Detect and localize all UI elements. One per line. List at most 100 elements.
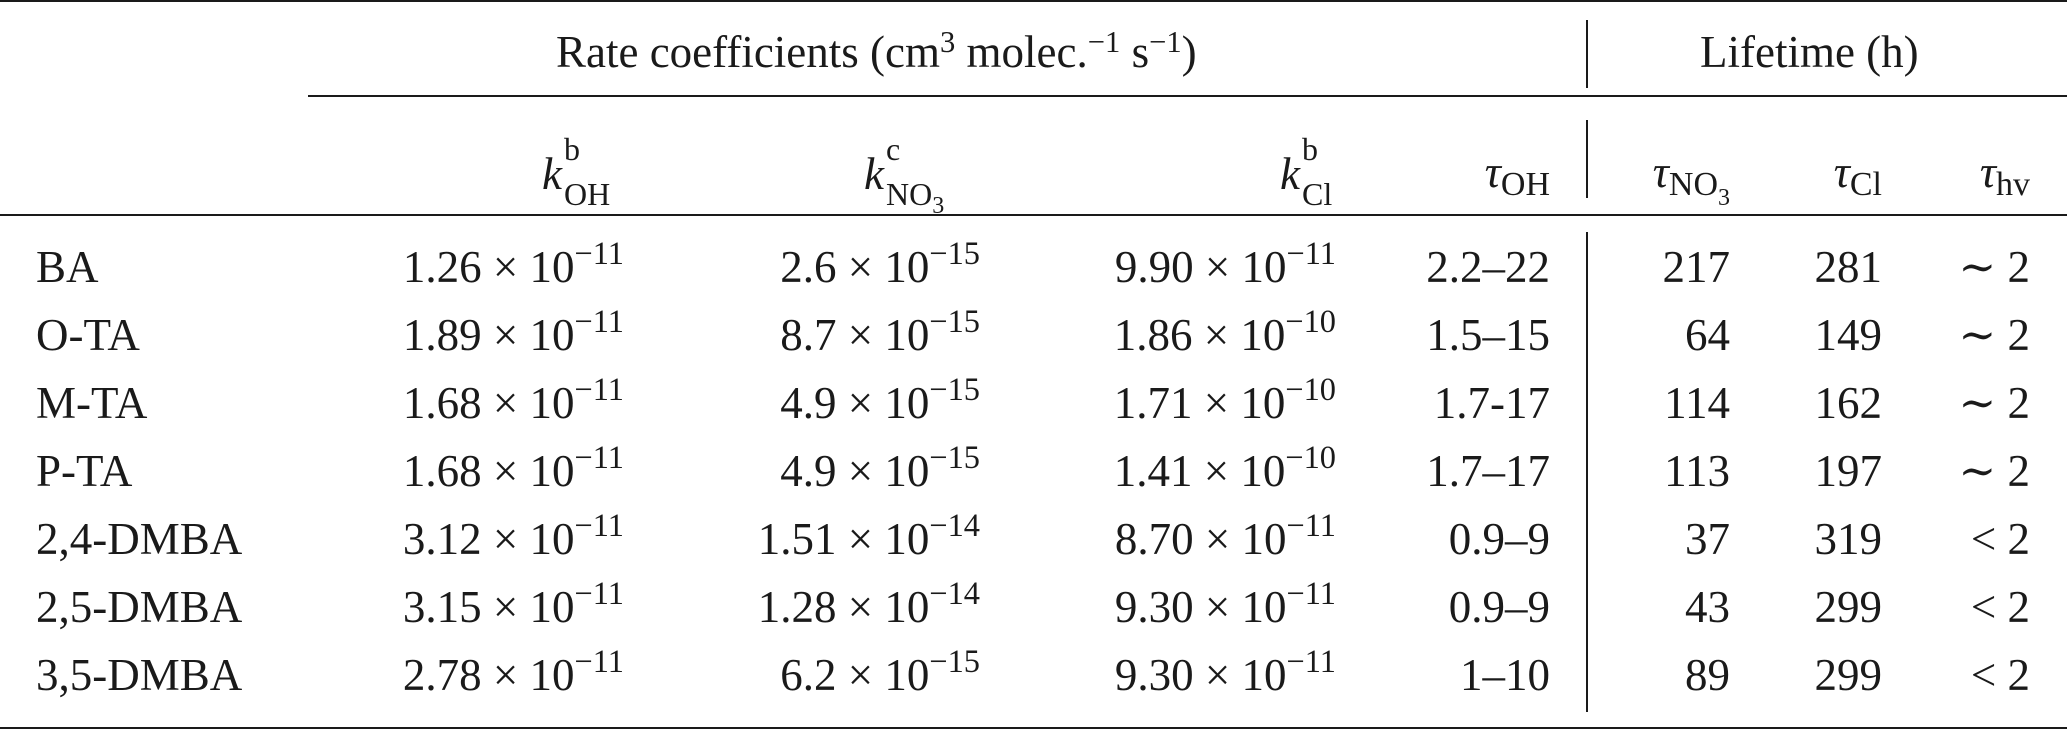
base-ten: 10 <box>884 582 930 632</box>
exponent: −11 <box>574 372 624 409</box>
mantissa: 9.90 <box>1114 242 1194 292</box>
base-ten: 10 <box>529 650 575 700</box>
table-cell-tauhv: < 2 <box>1970 514 2030 564</box>
table-cell-name: O-TA <box>36 310 140 360</box>
exponent: −14 <box>929 576 980 613</box>
table-cell-koh: 1.89 × 10−11 <box>300 306 624 360</box>
times-sign: × <box>1193 582 1242 632</box>
group-separator-top <box>1586 20 1588 88</box>
table-cell-koh: 3.15 × 10−11 <box>300 578 624 630</box>
table-cell-tauhv: ∼ 2 <box>1958 378 2030 428</box>
table-cell-kno3: 6.2 × 10−15 <box>640 646 980 700</box>
group-header-rate: Rate coefficients (cm3 molec.−1 s−1) <box>556 25 1197 77</box>
table-cell-tauhv: < 2 <box>1970 582 2030 632</box>
mantissa: 1.51 <box>757 514 837 564</box>
exponent: −15 <box>929 304 980 341</box>
table-cell-kno3: 1.51 × 10−14 <box>640 510 980 564</box>
exponent: −15 <box>929 644 980 681</box>
table-cell-kno3: 4.9 × 10−15 <box>640 374 980 428</box>
mantissa: 3.12 <box>402 514 482 564</box>
mantissa: 9.30 <box>1114 650 1194 700</box>
col-header-tauno3: τNO3 <box>1652 147 1730 211</box>
table-cell-tauno3: 43 <box>1685 582 1730 632</box>
mantissa: 1.86 <box>1113 310 1193 360</box>
times-sign: × <box>481 242 530 292</box>
base-ten: 10 <box>1241 650 1287 700</box>
group-header-lifetime: Lifetime (h) <box>1700 27 1919 77</box>
exponent: −11 <box>574 644 624 681</box>
base-ten: 10 <box>1240 378 1286 428</box>
top-rule <box>0 0 2067 2</box>
table-cell-kcl: 8.70 × 10−11 <box>1000 510 1336 562</box>
times-sign: × <box>481 446 530 496</box>
exponent: −10 <box>1285 440 1336 477</box>
table-cell-kcl: 1.86 × 10−10 <box>1000 306 1336 360</box>
table-cell-tauoh: 1–10 <box>1460 650 1550 700</box>
table-cell-taucl: 162 <box>1814 378 1883 428</box>
base-ten: 10 <box>884 378 930 428</box>
group-underline-rate <box>308 95 2067 97</box>
times-sign: × <box>1192 310 1241 360</box>
table-cell-kcl: 9.30 × 10−11 <box>1000 578 1336 632</box>
table-cell-tauoh: 1.5–15 <box>1426 310 1550 360</box>
table-cell-tauno3: 217 <box>1662 242 1731 292</box>
times-sign: × <box>481 378 530 428</box>
table-cell-tauno3: 64 <box>1685 310 1730 360</box>
exponent: −14 <box>929 508 980 545</box>
times-sign: × <box>1193 650 1242 700</box>
table-cell-tauhv: < 2 <box>1970 650 2030 700</box>
mantissa: 8.7 <box>780 310 837 360</box>
mantissa: 6.2 <box>780 650 837 700</box>
table-cell-name: BA <box>36 242 99 292</box>
table-cell-koh: 2.78 × 10−11 <box>300 646 624 700</box>
exponent: −11 <box>1286 576 1336 613</box>
table-cell-kno3: 2.6 × 10−15 <box>640 238 980 292</box>
table-cell-tauno3: 89 <box>1685 650 1730 700</box>
base-ten: 10 <box>529 242 575 292</box>
col-header-tauhv: τhv <box>1979 147 2030 203</box>
table-cell-tauhv: ∼ 2 <box>1958 242 2030 292</box>
table-cell-tauoh: 1.7-17 <box>1433 378 1550 428</box>
table-cell-tauhv: ∼ 2 <box>1958 446 2030 496</box>
times-sign: × <box>836 446 885 496</box>
table-cell-tauno3: 113 <box>1664 446 1730 496</box>
exponent: −10 <box>1285 304 1336 341</box>
times-sign: × <box>836 378 885 428</box>
table-cell-tauhv: ∼ 2 <box>1958 310 2030 360</box>
base-ten: 10 <box>884 650 930 700</box>
table-cell-tauoh: 0.9–9 <box>1448 514 1550 564</box>
table-cell-name: 2,5-DMBA <box>36 582 243 632</box>
exponent: −15 <box>929 440 980 477</box>
table-cell-taucl: 149 <box>1814 310 1883 360</box>
times-sign: × <box>481 650 530 700</box>
col-header-tauoh: τOH <box>1484 147 1550 203</box>
exponent: −11 <box>574 304 624 341</box>
mantissa: 1.89 <box>402 310 482 360</box>
table-cell-tauoh: 0.9–9 <box>1448 582 1550 632</box>
table-cell-kcl: 1.71 × 10−10 <box>1000 374 1336 428</box>
exponent: −11 <box>1286 236 1336 273</box>
base-ten: 10 <box>884 242 930 292</box>
table-cell-tauoh: 1.7–17 <box>1426 446 1550 496</box>
exponent: −11 <box>1286 644 1336 681</box>
table-cell-tauno3: 37 <box>1685 514 1730 564</box>
mantissa: 4.9 <box>780 378 837 428</box>
mantissa: 1.41 <box>1113 446 1193 496</box>
bottom-rule <box>0 727 2067 729</box>
mantissa: 1.28 <box>757 582 837 632</box>
table-cell-name: P-TA <box>36 446 133 496</box>
mantissa: 2.6 <box>780 242 837 292</box>
exponent: −10 <box>1285 372 1336 409</box>
times-sign: × <box>836 310 885 360</box>
col-header-taucl: τCl <box>1833 147 1882 203</box>
base-ten: 10 <box>1241 242 1287 292</box>
base-ten: 10 <box>529 446 575 496</box>
base-ten: 10 <box>884 514 930 564</box>
table-cell-tauoh: 2.2–22 <box>1426 242 1550 292</box>
base-ten: 10 <box>529 514 575 564</box>
table-cell-koh: 1.68 × 10−11 <box>300 442 624 496</box>
table-cell-kno3: 4.9 × 10−15 <box>640 442 980 496</box>
table-cell-name: M-TA <box>36 378 148 428</box>
times-sign: × <box>836 242 885 292</box>
exponent: −11 <box>574 440 624 477</box>
